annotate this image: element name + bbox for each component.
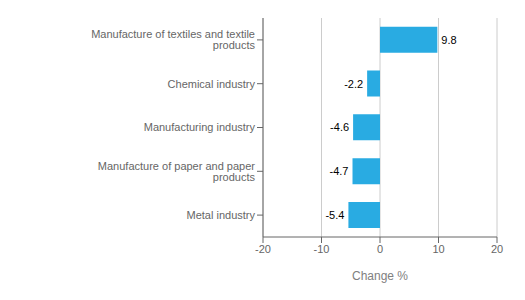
svg-text:-2.2: -2.2 bbox=[344, 78, 363, 90]
svg-text:Change %: Change % bbox=[352, 269, 408, 283]
svg-text:10: 10 bbox=[432, 243, 444, 255]
svg-text:0: 0 bbox=[377, 243, 383, 255]
svg-text:Manufacture of textiles and te: Manufacture of textiles and textileprodu… bbox=[91, 28, 255, 51]
svg-text:Manufacture of paper and paper: Manufacture of paper and paperproducts bbox=[98, 160, 256, 183]
svg-text:Metal industry: Metal industry bbox=[187, 209, 256, 221]
svg-text:20: 20 bbox=[491, 243, 503, 255]
svg-text:9.8: 9.8 bbox=[441, 34, 456, 46]
svg-text:-10: -10 bbox=[314, 243, 330, 255]
svg-text:-5.4: -5.4 bbox=[325, 209, 344, 221]
svg-text:Chemical industry: Chemical industry bbox=[168, 78, 256, 90]
svg-text:-4.7: -4.7 bbox=[330, 165, 349, 177]
svg-text:Manufacturing industry: Manufacturing industry bbox=[144, 121, 256, 133]
svg-text:-20: -20 bbox=[255, 243, 271, 255]
svg-text:-4.6: -4.6 bbox=[330, 121, 349, 133]
